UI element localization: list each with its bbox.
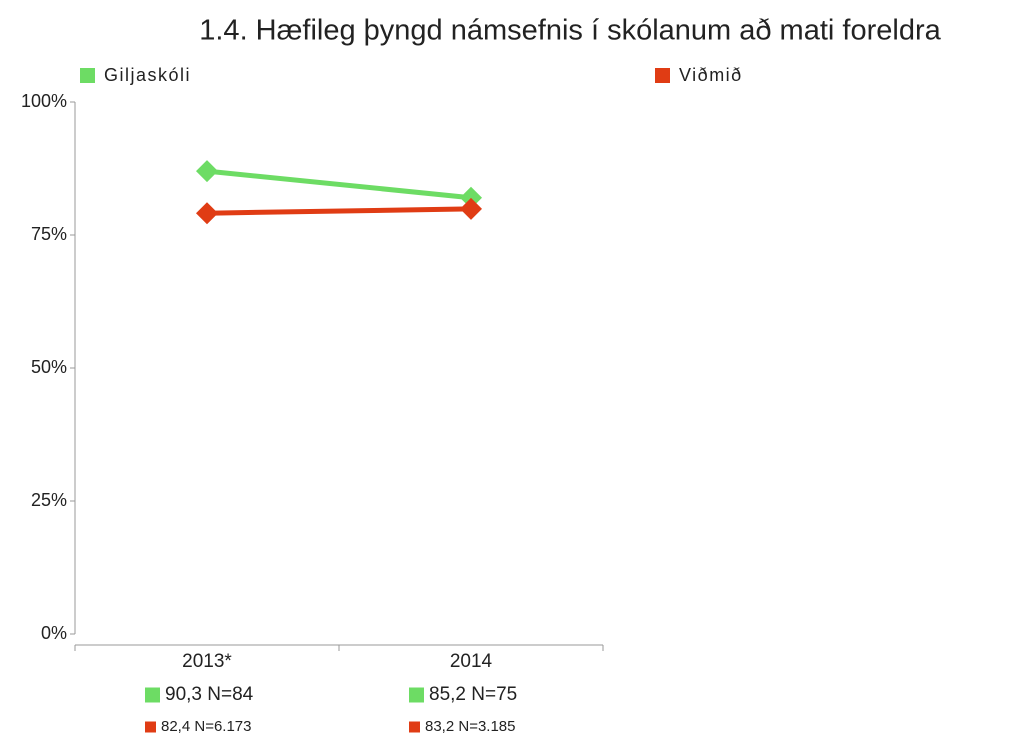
point-marker	[460, 186, 482, 209]
y-tick-label: 100%	[21, 91, 67, 111]
note-swatch	[409, 687, 424, 703]
note-swatch	[145, 721, 156, 733]
y-tick-label: 50%	[31, 357, 67, 377]
note-label: 83,2 N=3.185	[425, 718, 516, 735]
series-line	[206, 206, 472, 216]
legend-swatch	[80, 68, 95, 83]
point-marker	[196, 202, 218, 225]
x-tick-label: 2014	[450, 651, 493, 672]
y-tick-label: 75%	[31, 224, 67, 244]
note-label: 90,3 N=84	[165, 684, 254, 705]
legend-label: Viðmið	[679, 65, 743, 85]
note-swatch	[145, 687, 160, 703]
note-label: 82,4 N=6.173	[161, 718, 252, 735]
x-tick-label: 2013*	[182, 651, 232, 672]
point-marker	[196, 160, 218, 183]
y-tick-label: 0%	[41, 623, 67, 643]
y-tick-label: 25%	[31, 490, 67, 510]
point-marker	[460, 197, 482, 220]
chart-title: 1.4. Hæfileg þyngd námsefnis í skólanum …	[199, 15, 941, 47]
series-line	[206, 168, 472, 201]
legend-label: Giljaskóli	[104, 65, 191, 85]
note-swatch	[409, 721, 420, 733]
legend-swatch	[655, 68, 670, 83]
note-label: 85,2 N=75	[429, 684, 517, 705]
